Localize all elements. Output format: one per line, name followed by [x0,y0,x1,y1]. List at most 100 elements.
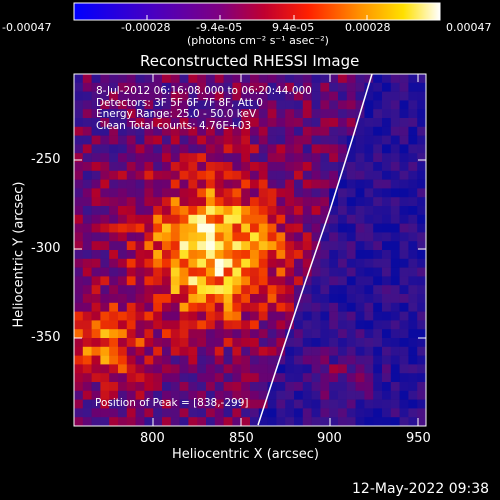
heatmap-cell [355,162,365,172]
heatmap-cell [223,390,233,400]
heatmap-cell [135,214,145,224]
heatmap-cell [82,329,92,339]
heatmap-cell [118,250,128,260]
heatmap-cell [329,162,339,172]
heatmap-cell [382,355,392,365]
heatmap-cell [267,74,277,84]
heatmap-cell [390,170,400,180]
heatmap-cell [276,135,286,145]
heatmap-cell [382,188,392,198]
heatmap-cell [135,153,145,163]
heatmap-cell [223,118,233,128]
heatmap-cell [399,126,409,136]
heatmap-cell [294,197,304,207]
heatmap-cell [126,91,136,101]
heatmap-cell [197,373,207,383]
heatmap-cell [346,311,356,321]
heatmap-cell [294,364,304,374]
heatmap-cell [214,294,224,304]
heatmap-cell [214,188,224,198]
heatmap-cell [390,373,400,383]
heatmap-cell [170,373,180,383]
heatmap-cell [320,267,330,277]
heatmap-cell [170,74,180,84]
heatmap-cell [206,74,216,84]
heatmap-cell [267,382,277,392]
heatmap-cell [232,162,242,172]
heatmap-cell [206,82,216,92]
heatmap-cell [153,100,163,110]
colorbar-tick-label: -9.4e-05 [196,21,243,34]
heatmap-cell [250,82,260,92]
heatmap-cell [144,267,154,277]
heatmap-cell [162,91,172,101]
heatmap-cell [285,197,295,207]
heatmap-cell [276,109,286,119]
heatmap-cell [338,320,348,330]
heatmap-cell [408,109,418,119]
heatmap-cell [258,294,268,304]
heatmap-cell [153,241,163,251]
heatmap-cell [258,82,268,92]
heatmap-cell [346,153,356,163]
heatmap-cell [118,417,128,427]
heatmap-cell [135,346,145,356]
heatmap-cell [241,355,251,365]
heatmap-cell [417,179,427,189]
heatmap-cell [197,364,207,374]
heatmap-cell [206,294,216,304]
heatmap-cell [346,302,356,312]
heatmap-cell [135,320,145,330]
heatmap-cell [364,100,374,110]
heatmap-cell [126,267,136,277]
heatmap-cell [364,285,374,295]
heatmap-cell [223,206,233,216]
heatmap-cell [311,162,321,172]
heatmap-cell [329,276,339,286]
heatmap-cell [214,241,224,251]
heatmap-cell [232,74,242,84]
heatmap-cell [338,302,348,312]
heatmap-cell [91,153,101,163]
heatmap-cell [250,382,260,392]
heatmap-cell [241,109,251,119]
heatmap-cell [329,179,339,189]
heatmap-cell [338,285,348,295]
heatmap-cell [170,258,180,268]
heatmap-cell [91,179,101,189]
heatmap-cell [223,250,233,260]
heatmap-cell [364,373,374,383]
heatmap-cell [250,390,260,400]
heatmap-cell [250,223,260,233]
heatmap-cell [162,390,172,400]
heatmap-cell [197,223,207,233]
heatmap-cell [417,320,427,330]
heatmap-cell [390,162,400,172]
heatmap-cell [382,214,392,224]
heatmap-cell [276,382,286,392]
heatmap-cell [382,250,392,260]
heatmap-cell [232,197,242,207]
heatmap-cell [170,399,180,409]
heatmap-cell [179,162,189,172]
heatmap-cell [179,126,189,136]
heatmap-cell [364,390,374,400]
heatmap-cell [241,399,251,409]
heatmap-cell [258,241,268,251]
heatmap-cell [118,109,128,119]
heatmap-cell [267,258,277,268]
heatmap-cell [241,135,251,145]
heatmap-cell [373,241,383,251]
heatmap-cell [382,408,392,418]
heatmap-cell [285,118,295,128]
heatmap-cell [162,82,172,92]
heatmap-cell [285,223,295,233]
heatmap-cell [285,382,295,392]
heatmap-cell [285,109,295,119]
heatmap-cell [250,294,260,304]
heatmap-cell [338,223,348,233]
heatmap-cell [390,276,400,286]
heatmap-cell [417,232,427,242]
heatmap-cell [170,294,180,304]
colorbar-tick-label: 0.00028 [345,21,391,34]
